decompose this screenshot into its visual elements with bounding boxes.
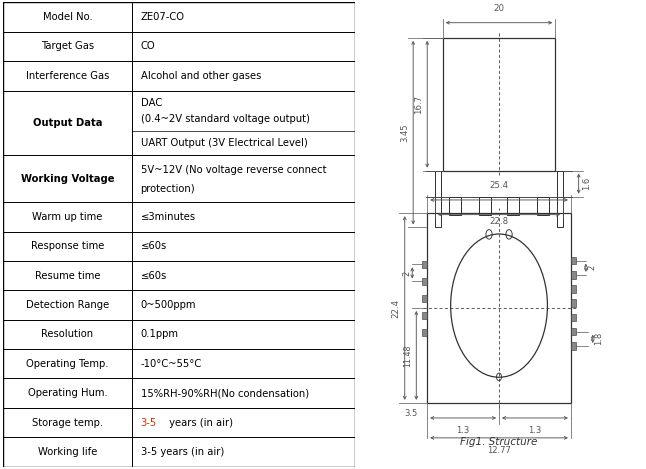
Text: Warm up time: Warm up time: [32, 212, 103, 222]
Text: 16.7: 16.7: [414, 95, 423, 114]
Text: 12.77: 12.77: [487, 446, 511, 455]
Text: -10°C~55°C: -10°C~55°C: [141, 359, 202, 369]
Text: (0.4~2V standard voltage output): (0.4~2V standard voltage output): [141, 114, 309, 124]
Text: Resolution: Resolution: [41, 329, 94, 340]
Text: DAC: DAC: [141, 98, 162, 108]
Text: Interference Gas: Interference Gas: [26, 71, 109, 81]
Text: 2: 2: [588, 265, 596, 270]
Bar: [422, 312, 427, 319]
Text: ≤60s: ≤60s: [141, 271, 167, 280]
Bar: [571, 285, 576, 293]
Text: Operating Temp.: Operating Temp.: [26, 359, 109, 369]
Text: 20: 20: [494, 4, 505, 13]
Bar: [557, 171, 563, 227]
Text: Resume time: Resume time: [35, 271, 100, 280]
Text: Target Gas: Target Gas: [41, 41, 94, 52]
Text: ≤60s: ≤60s: [141, 241, 167, 251]
Text: 22.8: 22.8: [490, 217, 508, 226]
Bar: [571, 257, 576, 265]
Text: Model No.: Model No.: [43, 12, 92, 22]
Text: 1.8: 1.8: [594, 332, 603, 346]
Text: 5V~12V (No voltage reverse connect: 5V~12V (No voltage reverse connect: [141, 165, 326, 175]
Bar: [422, 295, 427, 303]
Bar: [571, 271, 576, 279]
Text: Detection Range: Detection Range: [26, 300, 109, 310]
Text: ZE07-CO: ZE07-CO: [141, 12, 185, 22]
Bar: [479, 197, 491, 215]
Bar: [571, 342, 576, 350]
Text: 3-5 years (in air): 3-5 years (in air): [141, 447, 224, 457]
Text: protection): protection): [141, 184, 195, 194]
Bar: [537, 197, 548, 215]
Bar: [571, 328, 576, 335]
Text: Storage temp.: Storage temp.: [32, 417, 103, 428]
Bar: [422, 261, 427, 268]
Text: 0.1ppm: 0.1ppm: [141, 329, 178, 340]
Text: Response time: Response time: [31, 241, 104, 251]
Text: 25.4: 25.4: [490, 182, 508, 190]
Bar: [435, 171, 441, 227]
Bar: [427, 213, 571, 403]
Bar: [443, 38, 556, 171]
Text: 15%RH-90%RH(No condensation): 15%RH-90%RH(No condensation): [141, 388, 309, 398]
Text: 1.6: 1.6: [582, 177, 591, 190]
Text: Fig1. Structure: Fig1. Structure: [461, 437, 537, 446]
Text: 22.4: 22.4: [391, 298, 401, 318]
Text: UART Output (3V Electrical Level): UART Output (3V Electrical Level): [141, 138, 307, 148]
Text: Alcohol and other gases: Alcohol and other gases: [141, 71, 261, 81]
Bar: [450, 197, 461, 215]
Text: CO: CO: [141, 41, 155, 52]
Text: ≤3minutes: ≤3minutes: [141, 212, 196, 222]
Text: Output Data: Output Data: [33, 118, 102, 128]
Bar: [571, 300, 576, 307]
Text: 11.48: 11.48: [403, 344, 412, 367]
Text: 1.3: 1.3: [528, 426, 541, 436]
Text: Working Voltage: Working Voltage: [21, 174, 114, 184]
Text: Operating Hum.: Operating Hum.: [28, 388, 107, 398]
Bar: [571, 314, 576, 321]
Bar: [422, 329, 427, 336]
Text: 3-5: 3-5: [141, 417, 157, 428]
Text: Working life: Working life: [38, 447, 97, 457]
Text: 0~500ppm: 0~500ppm: [141, 300, 196, 310]
Text: years (in air): years (in air): [166, 417, 233, 428]
Text: 3.5: 3.5: [404, 408, 417, 418]
Bar: [422, 278, 427, 285]
Bar: [507, 197, 519, 215]
Text: 3.45: 3.45: [401, 123, 409, 142]
Text: 1.3: 1.3: [457, 426, 470, 436]
Text: 2: 2: [402, 270, 411, 276]
